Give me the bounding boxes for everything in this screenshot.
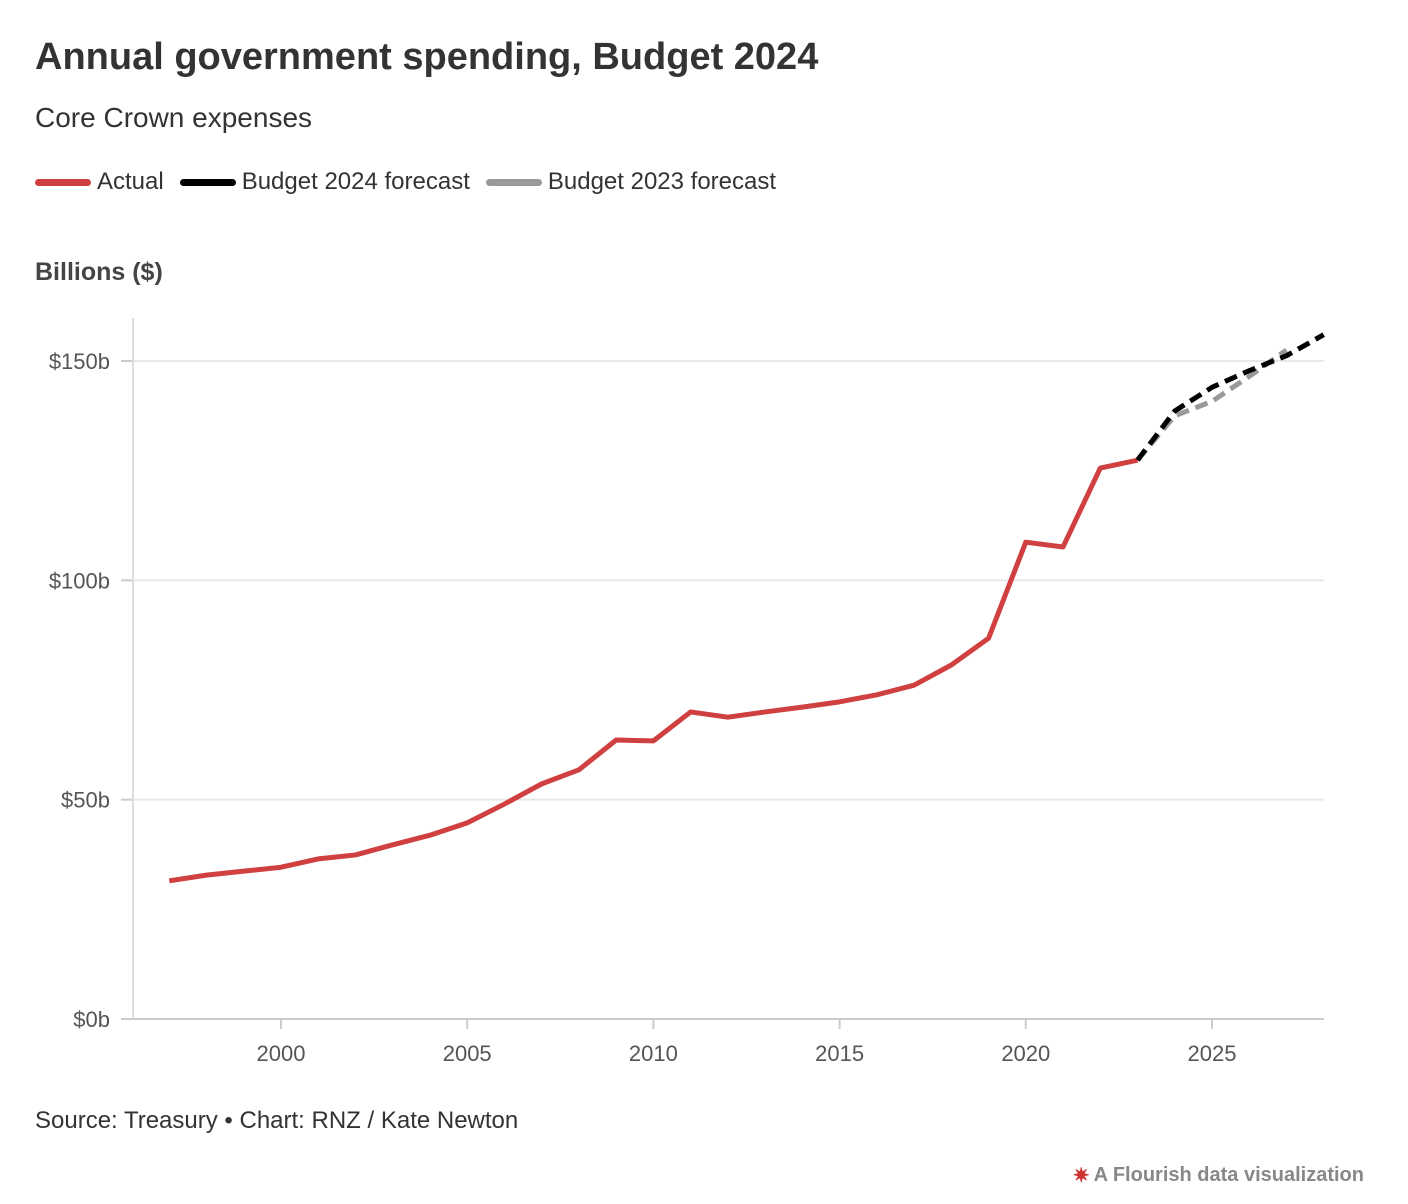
- x-tick-label: 2015: [815, 1041, 864, 1066]
- y-axis-title: Billions ($): [35, 258, 163, 286]
- legend-item-budget-2024[interactable]: Budget 2024 forecast: [179, 168, 470, 196]
- legend-swatch: [485, 178, 542, 186]
- flourish-credit[interactable]: ✷ A Flourish data visualization: [1073, 1163, 1364, 1188]
- legend-label: Budget 2024 forecast: [241, 168, 470, 195]
- legend-swatch: [35, 178, 91, 186]
- legend: Actual Budget 2024 forecast Budget 2023 …: [35, 168, 776, 196]
- y-tick-label: $0b: [73, 1007, 110, 1032]
- series-line-budget-2024-forecast: [1135, 332, 1325, 462]
- series-line-actual: [168, 457, 1139, 884]
- flourish-label: A Flourish data visualization: [1093, 1164, 1364, 1186]
- legend-swatch: [179, 178, 236, 186]
- source-note: Source: Treasury • Chart: RNZ / Kate New…: [35, 1107, 519, 1134]
- x-tick-label: 2020: [1001, 1041, 1050, 1066]
- x-tick-label: 2000: [257, 1041, 306, 1066]
- legend-label: Actual: [97, 168, 164, 195]
- x-tick-label: 2005: [443, 1041, 492, 1066]
- legend-item-actual[interactable]: Actual: [35, 168, 164, 196]
- y-tick-label: $50b: [61, 788, 110, 813]
- y-tick-label: $100b: [49, 568, 110, 593]
- legend-label: Budget 2023 forecast: [547, 168, 777, 195]
- x-tick-label: 2010: [629, 1041, 678, 1066]
- chart-subtitle: Core Crown expenses: [35, 102, 313, 133]
- x-tick-label: 2025: [1188, 1041, 1237, 1066]
- y-tick-label: $150b: [49, 349, 110, 374]
- chart-title: Annual government spending, Budget 2024: [35, 36, 819, 78]
- flourish-logo-icon: ✷: [1072, 1165, 1090, 1187]
- legend-item-budget-2023[interactable]: Budget 2023 forecast: [485, 168, 777, 196]
